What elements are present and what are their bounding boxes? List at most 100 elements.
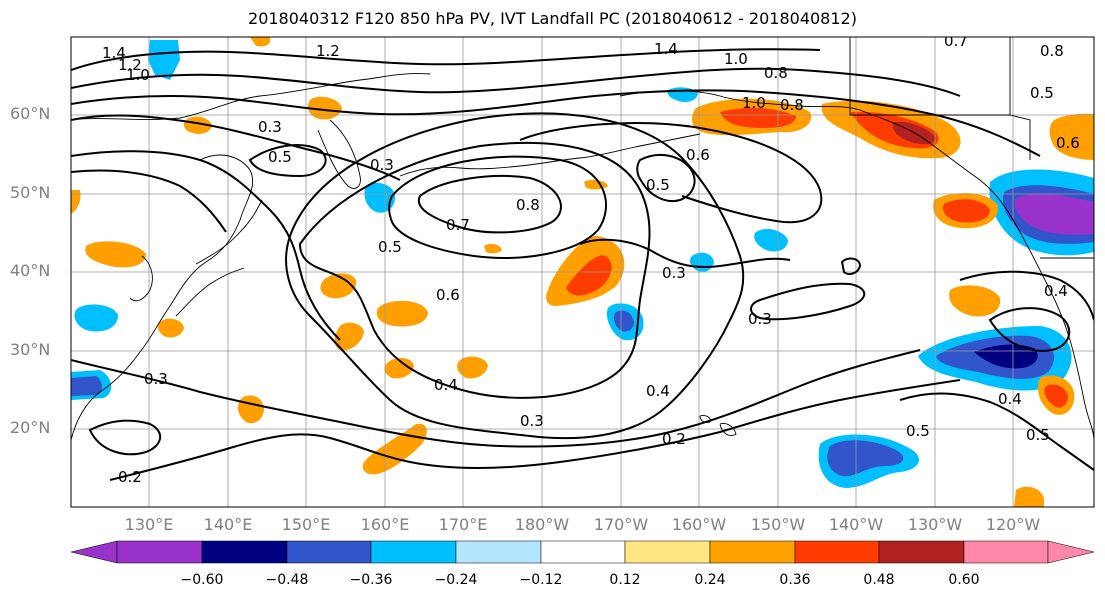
shade-blob <box>1049 113 1094 160</box>
shade-blob <box>157 318 184 338</box>
shade-blob <box>334 322 364 351</box>
contour-label: 1.0 <box>724 50 748 68</box>
shade-blob <box>584 179 608 190</box>
contour-label: 0.6 <box>436 286 460 304</box>
lon-label-150w: 150°W <box>750 515 806 534</box>
contour-label: 0.3 <box>520 412 544 430</box>
colorbar-segment <box>794 540 880 564</box>
contour-label: 0.4 <box>998 390 1022 408</box>
map-frame <box>70 36 1095 508</box>
shade-blob <box>1014 194 1094 235</box>
colorbar-tick-label: 0.48 <box>863 572 895 588</box>
contour-label: 0.8 <box>780 96 804 114</box>
colorbar-segment <box>116 540 203 564</box>
shade-blob <box>238 395 264 424</box>
contour-line <box>636 153 696 202</box>
colorbar-segment <box>370 540 457 564</box>
contour-label: 0.3 <box>144 370 168 388</box>
shade-blob <box>457 356 488 379</box>
shade-blob <box>183 116 212 134</box>
shaded-regions <box>71 37 1094 507</box>
contour-line <box>71 67 961 97</box>
contour-line <box>959 270 1094 352</box>
lon-label-170w: 170°W <box>593 515 649 534</box>
contour-line <box>519 122 823 224</box>
lat-label-50n: 50°N <box>10 183 51 202</box>
contour-label: 0.6 <box>1056 134 1080 152</box>
contour-line <box>285 112 745 440</box>
contour-label: 0.5 <box>906 422 930 440</box>
contour-label: 0.4 <box>434 376 458 394</box>
shade-blob <box>362 423 427 475</box>
colorbar-tick-label: −0.24 <box>434 572 478 588</box>
coastline-aleutians <box>399 133 701 177</box>
contour-label: 1.0 <box>742 94 766 112</box>
contour-label: 0.3 <box>370 156 394 174</box>
contour-line <box>88 419 161 456</box>
contour-label: 0.5 <box>1026 426 1050 444</box>
contour-line <box>71 150 341 341</box>
colorbar-segment <box>963 540 1049 564</box>
contour-label: 0.4 <box>1044 282 1068 300</box>
shade-blob <box>71 190 81 214</box>
colorbar-segment <box>455 540 542 564</box>
coastlines <box>71 37 1094 441</box>
contour-label: 0.3 <box>662 264 686 282</box>
colorbar-segment <box>540 540 626 564</box>
shade-blob <box>1044 384 1068 408</box>
contour-label: 0.8 <box>1040 42 1064 60</box>
colorbar-tick-label: −0.48 <box>265 572 309 588</box>
contour-line <box>71 89 1041 157</box>
colorbar-segment <box>1047 540 1095 564</box>
contour-label: 1.4 <box>102 44 126 62</box>
contour-line <box>388 155 607 259</box>
pv-contours <box>71 48 1094 481</box>
lon-label-130w: 130°W <box>907 515 963 534</box>
lon-label-130e: 130°E <box>124 515 174 534</box>
coastline-asia <box>71 73 431 441</box>
lat-label-40n: 40°N <box>10 261 51 280</box>
colorbar <box>70 540 1095 564</box>
lon-label-170e: 170°E <box>438 515 488 534</box>
shade-blob <box>384 357 414 379</box>
lon-label-140w: 140°W <box>828 515 884 534</box>
coastline-korea <box>129 255 153 302</box>
contour-label: 1.4 <box>654 40 678 58</box>
shade-blob <box>720 107 796 128</box>
map-title: 2018040312 F120 850 hPa PV, IVT Landfall… <box>248 9 857 28</box>
colorbar-segment <box>286 540 372 564</box>
shade-blob <box>250 37 271 47</box>
shade-blob <box>942 199 990 223</box>
contour-label: 0.7 <box>944 32 968 50</box>
colorbar-segment <box>201 540 288 564</box>
lon-label-160w: 160°W <box>671 515 727 534</box>
shade-blob <box>689 252 714 272</box>
shade-blob <box>949 285 1001 317</box>
shade-blob <box>974 344 1038 369</box>
shade-blob <box>827 440 904 477</box>
contour-label: 1.2 <box>118 56 142 74</box>
lon-label-160e: 160°E <box>360 515 410 534</box>
contour-line <box>579 238 791 268</box>
colorbar-tick-label: 0.12 <box>609 572 641 588</box>
contour-line <box>840 257 862 275</box>
contour-line <box>899 392 1094 471</box>
shade-blob <box>1014 486 1044 507</box>
lat-label-20n: 20°N <box>10 418 51 437</box>
contour-line <box>71 349 921 448</box>
colorbar-segment <box>624 540 711 564</box>
lat-label-60n: 60°N <box>10 104 51 123</box>
colorbar-tick-label: −0.36 <box>349 572 393 588</box>
contour-label: 0.4 <box>646 382 670 400</box>
contour-label: 0.5 <box>268 148 292 166</box>
contour-line <box>109 379 961 481</box>
lon-label-120w: 120°W <box>985 515 1041 534</box>
shade-blob <box>364 182 396 213</box>
shade-blob <box>308 96 342 120</box>
lon-label-180w: 180°W <box>514 515 570 534</box>
coastline-japan <box>175 199 263 317</box>
shade-blob <box>566 255 612 296</box>
shade-blob <box>148 40 180 80</box>
contour-label: 0.5 <box>1030 84 1054 102</box>
coastline-alaska <box>619 90 1094 441</box>
